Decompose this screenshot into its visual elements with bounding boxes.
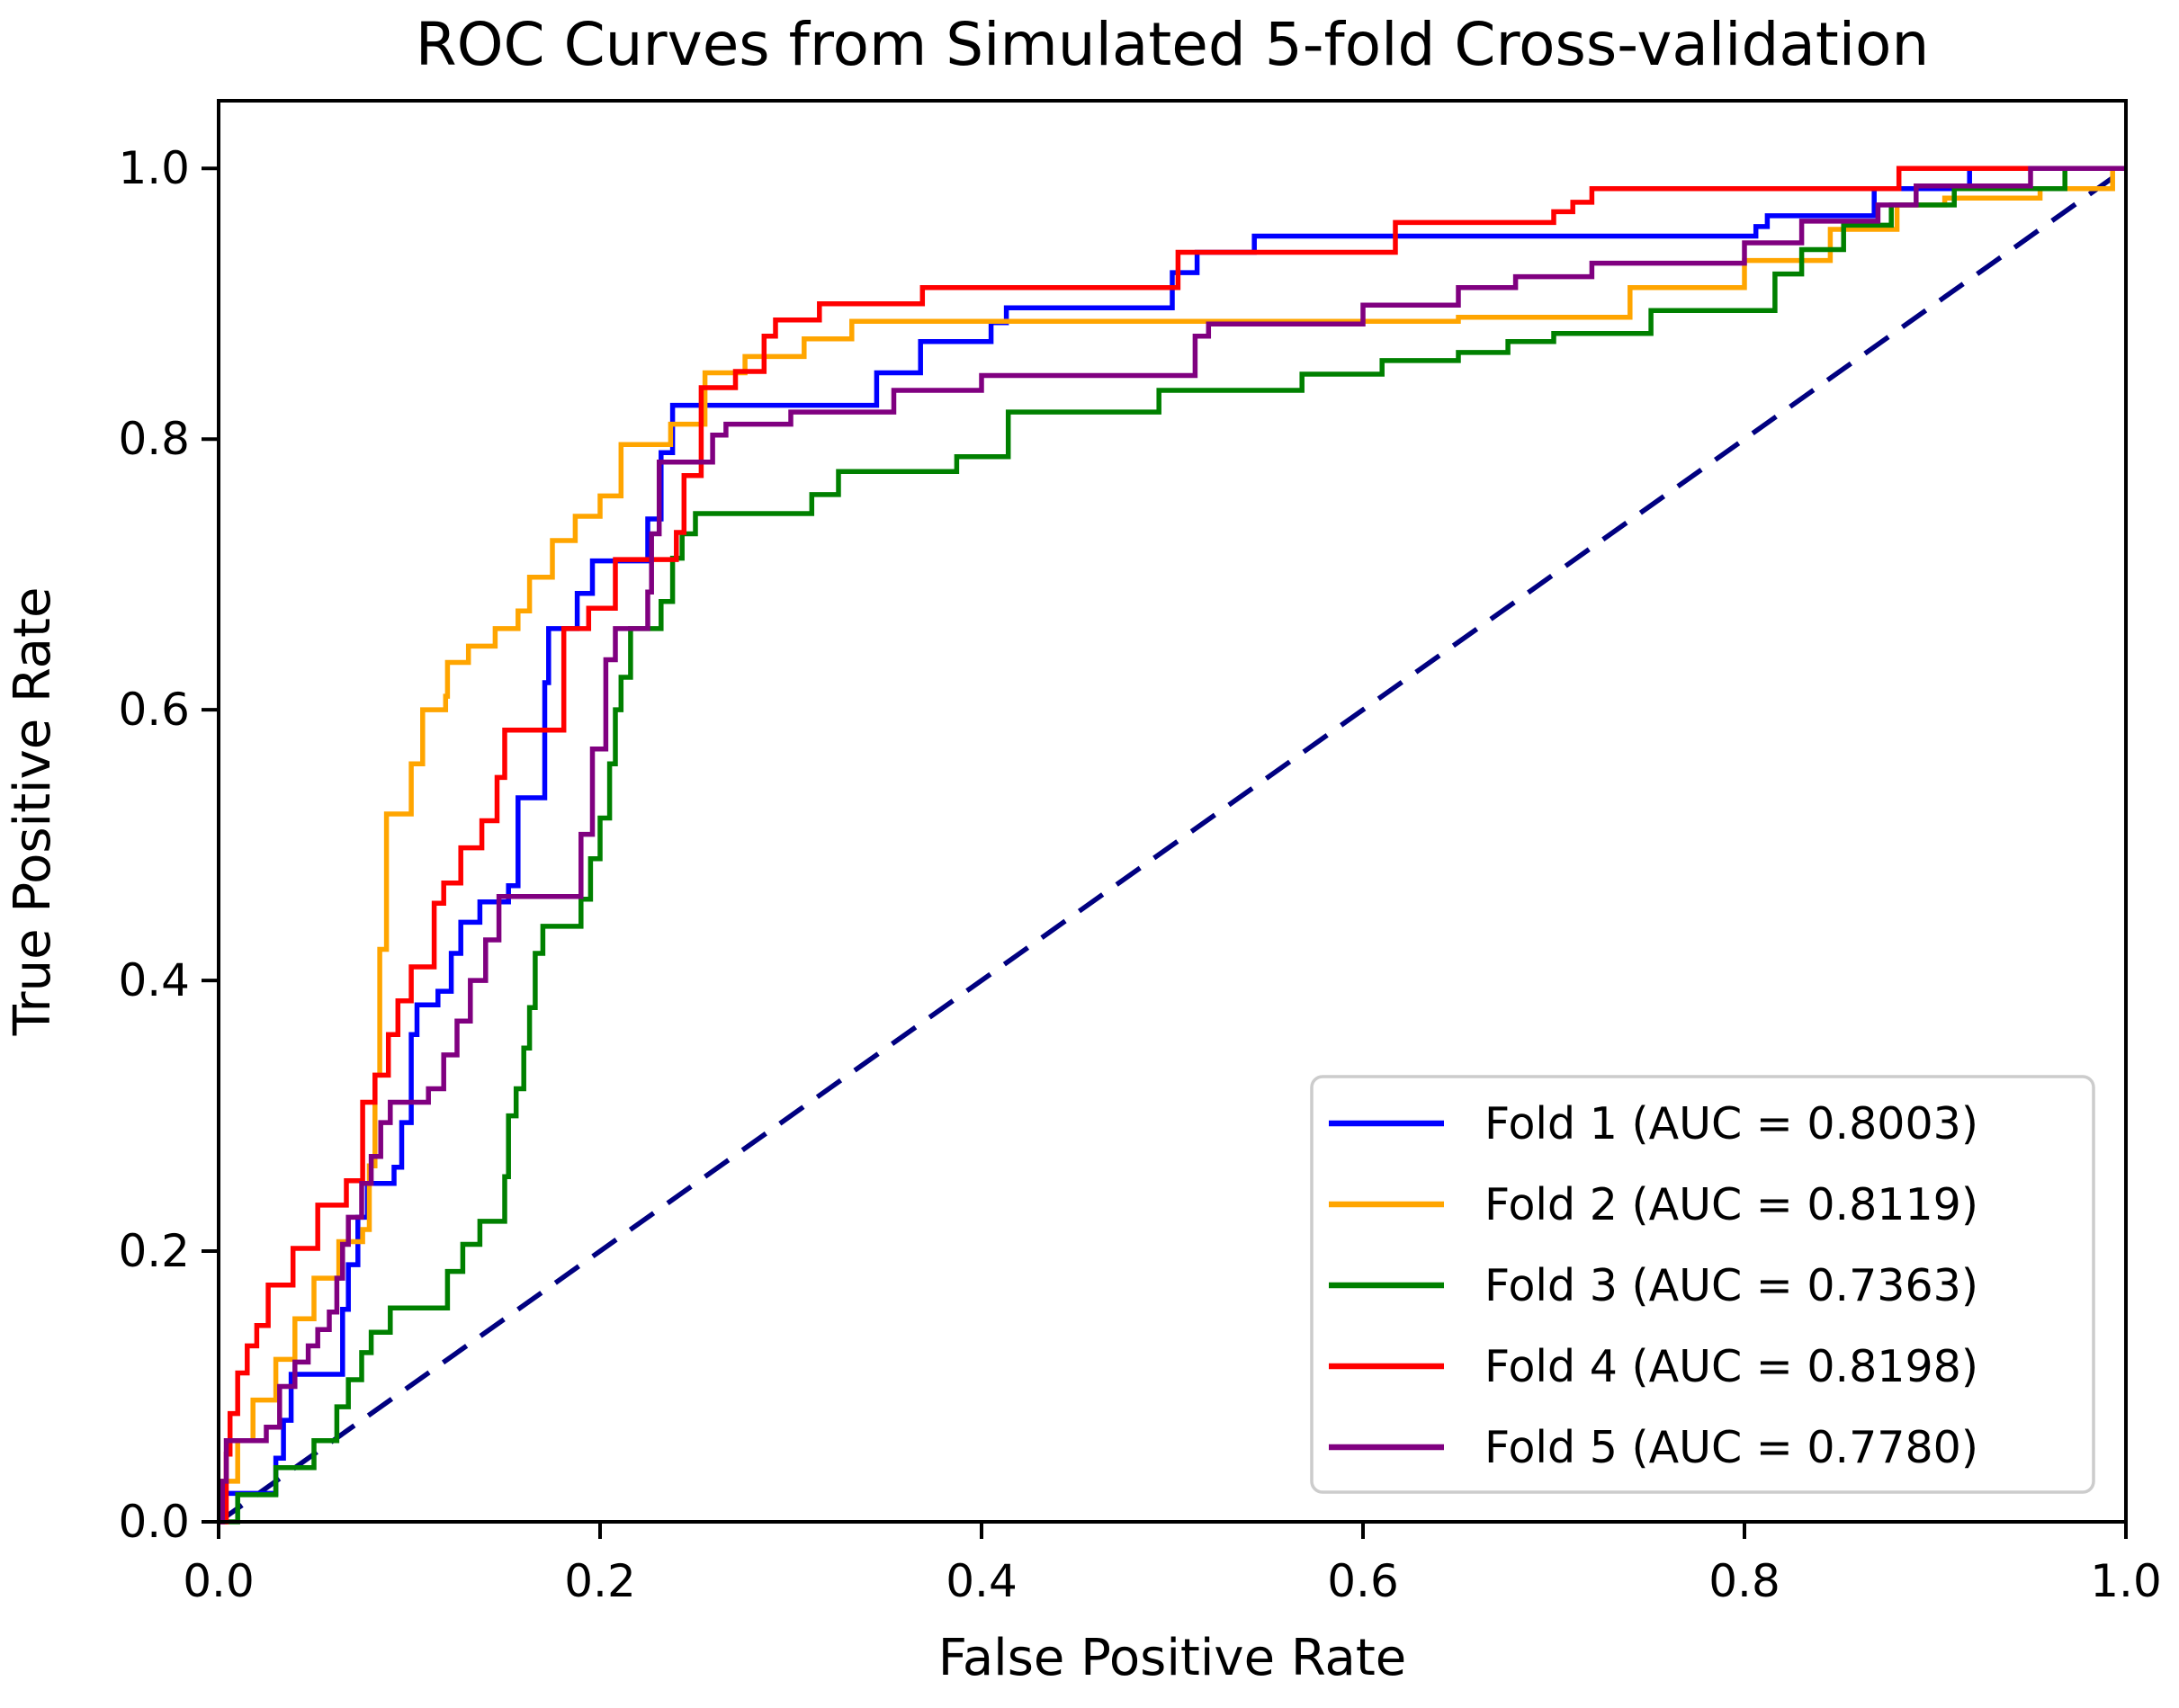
x-tick-label: 0.4 — [946, 1555, 1018, 1607]
y-axis-label: True Positive Rate — [4, 587, 62, 1037]
y-tick-label: 1.0 — [118, 142, 190, 194]
roc-curve-fold-3 — [219, 165, 2126, 1525]
x-tick-label: 0.0 — [183, 1555, 255, 1607]
legend-box — [1310, 1075, 2095, 1494]
plot-border — [217, 99, 2128, 1524]
y-tick-label: 0.4 — [118, 954, 190, 1006]
roc-curve-fold-1 — [219, 165, 2126, 1525]
y-tick-label: 0.8 — [118, 413, 190, 465]
x-tick-label: 0.6 — [1327, 1555, 1399, 1607]
chance-diagonal-line — [217, 165, 2128, 1525]
legend-label-fold-4: Fold 4 (AUC = 0.8198) — [1484, 1341, 1978, 1392]
legend-label-fold-2: Fold 2 (AUC = 0.8119) — [1484, 1179, 1978, 1230]
y-tick-label: 0.6 — [118, 684, 190, 736]
roc-curve-fold-2 — [219, 165, 2126, 1525]
roc-curve-fold-4 — [219, 165, 2126, 1525]
roc-curve-fold-5 — [219, 165, 2126, 1525]
y-tick-label: 0.0 — [118, 1496, 190, 1548]
legend: Fold 1 (AUC = 0.8003) Fold 2 (AUC = 0.811… — [1310, 1075, 2095, 1494]
y-tick-label: 0.2 — [118, 1225, 190, 1277]
legend-label-fold-5: Fold 5 (AUC = 0.7780) — [1484, 1422, 1978, 1473]
legend-label-fold-3: Fold 3 (AUC = 0.7363) — [1484, 1260, 1978, 1311]
x-axis-label: False Positive Rate — [938, 1629, 1406, 1687]
x-tick-label: 1.0 — [2090, 1555, 2162, 1607]
legend-label-fold-1: Fold 1 (AUC = 0.8003) — [1484, 1098, 1978, 1149]
x-tick-label: 0.2 — [564, 1555, 636, 1607]
x-tick-label: 0.8 — [1708, 1555, 1780, 1607]
chart-title: ROC Curves from Simulated 5-fold Cross-v… — [416, 10, 1930, 79]
